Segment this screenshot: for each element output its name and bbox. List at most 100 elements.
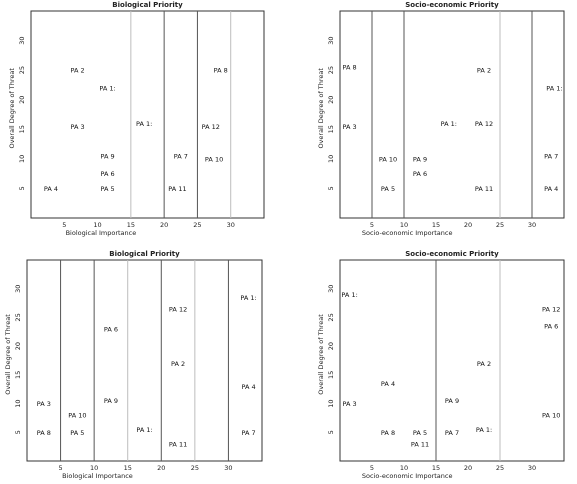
y-tick-label: 20 [14, 342, 22, 350]
x-tick-label: 15 [432, 221, 440, 229]
x-tick-label: 30 [224, 464, 232, 472]
y-tick-label: 15 [14, 371, 22, 379]
chart-title: Socio-economic Priority [405, 1, 499, 9]
data-point-label: PA 1: [240, 294, 256, 302]
y-axis-label: Overall Degree of Threat [317, 314, 325, 395]
y-tick-label: 10 [18, 155, 26, 163]
x-tick-label: 5 [370, 464, 374, 472]
data-point-label: PA 8 [214, 67, 228, 75]
x-tick-label: 20 [157, 464, 165, 472]
data-point-label: PA 2 [477, 67, 491, 75]
x-tick-label: 30 [528, 221, 536, 229]
x-tick-label: 10 [93, 221, 101, 229]
y-tick-label: 5 [327, 186, 335, 190]
x-tick-label: 30 [528, 464, 536, 472]
data-point-label: PA 8 [381, 429, 395, 437]
x-tick-label: 10 [400, 221, 408, 229]
y-tick-label: 25 [14, 313, 22, 321]
y-tick-label: 30 [327, 285, 335, 293]
data-point-label: PA 3 [343, 400, 357, 408]
data-point-label: PA 4 [44, 185, 58, 193]
data-point-label: PA 6 [544, 323, 558, 331]
data-point-label: PA 12 [169, 305, 187, 313]
data-point-label: PA 4 [381, 380, 395, 388]
data-point-label: PA 2 [171, 360, 185, 368]
data-point-label: PA 5 [381, 185, 395, 193]
x-tick-label: 15 [124, 464, 132, 472]
chart-panel-4: Socio-economic Priority 5 10 15 20 25 30 5 10 15 2… [317, 250, 565, 480]
x-tick-label: 5 [370, 221, 374, 229]
y-tick-label: 10 [327, 155, 335, 163]
x-tick-label: 25 [191, 464, 199, 472]
data-point-label: PA 9 [413, 155, 427, 163]
x-tick-label: 30 [227, 221, 235, 229]
data-point-label: PA 1: [441, 120, 457, 128]
data-point-label: PA 7 [174, 152, 188, 160]
x-tick-label: 20 [464, 464, 472, 472]
plot-frame [26, 259, 263, 462]
data-point-label: PA 6 [100, 170, 114, 178]
y-tick-label: 25 [18, 66, 26, 74]
y-tick-label: 20 [18, 96, 26, 104]
data-point-label: PA 9 [100, 152, 114, 160]
y-tick-label: 15 [327, 371, 335, 379]
x-tick-label: 15 [127, 221, 135, 229]
data-point-label: PA 10 [68, 412, 86, 420]
data-point-label: PA 1: [341, 291, 357, 299]
x-axis-label: Socio-economic Importance [362, 472, 453, 480]
y-tick-label: 5 [18, 186, 26, 190]
data-point-label: PA 6 [413, 170, 427, 178]
data-point-label: PA 3 [71, 123, 85, 131]
y-axis-label: Overall Degree of Threat [317, 68, 325, 149]
data-point-label: PA 5 [70, 429, 84, 437]
x-tick-label: 15 [432, 464, 440, 472]
data-point-label: PA 2 [477, 360, 491, 368]
y-tick-label: 25 [327, 313, 335, 321]
y-tick-label: 30 [327, 36, 335, 44]
chart-title: Biological Priority [109, 250, 180, 258]
y-tick-label: 30 [18, 36, 26, 44]
y-tick-label: 25 [327, 66, 335, 74]
chart-panel-3: Biological Priority 5 10 15 20 25 30 5 10 15 20 25 3… [4, 250, 263, 480]
data-point-label: PA 4 [241, 383, 255, 391]
y-tick-label: 20 [327, 96, 335, 104]
data-point-label: PA 1: [136, 426, 152, 434]
data-point-label: PA 9 [445, 397, 459, 405]
y-axis-label: Overall Degree of Threat [8, 68, 16, 149]
data-point-label: PA 3 [37, 400, 51, 408]
x-tick-label: 10 [90, 464, 98, 472]
y-tick-label: 20 [327, 342, 335, 350]
data-point-label: PA 5 [100, 185, 114, 193]
chart-panel-1: Biological Priority 5 10 15 20 25 30 5 10 15 20 25 3… [8, 1, 265, 237]
x-axis-label: Biological Importance [66, 229, 137, 237]
plot-frame [339, 259, 565, 462]
x-tick-label: 5 [62, 221, 66, 229]
x-axis-label: Biological Importance [62, 472, 133, 480]
x-tick-label: 10 [400, 464, 408, 472]
x-tick-label: 25 [193, 221, 201, 229]
plot-frame [339, 10, 565, 219]
chart-panel-2: Socio-economic Priority 5 10 15 20 25 30 5 10 15 2… [317, 1, 565, 237]
x-tick-label: 25 [496, 464, 504, 472]
data-point-label: PA 11 [411, 440, 429, 448]
data-point-label: PA 7 [445, 429, 459, 437]
data-point-label: PA 10 [542, 412, 560, 420]
y-tick-label: 10 [327, 399, 335, 407]
data-point-label: PA 2 [71, 67, 85, 75]
data-point-label: PA 6 [104, 325, 118, 333]
data-point-label: PA 4 [544, 185, 558, 193]
data-point-label: PA 12 [475, 120, 493, 128]
data-point-label: PA 8 [343, 64, 357, 72]
data-point-label: PA 8 [37, 429, 51, 437]
data-point-label: PA 10 [205, 155, 223, 163]
data-point-label: PA 1: [546, 84, 562, 92]
x-axis-label: Socio-economic Importance [362, 229, 453, 237]
y-tick-label: 5 [14, 430, 22, 434]
data-point-label: PA 10 [379, 155, 397, 163]
x-tick-label: 5 [59, 464, 63, 472]
data-point-label: PA 3 [343, 123, 357, 131]
data-point-label: PA 7 [241, 429, 255, 437]
x-tick-label: 20 [464, 221, 472, 229]
x-tick-label: 25 [496, 221, 504, 229]
